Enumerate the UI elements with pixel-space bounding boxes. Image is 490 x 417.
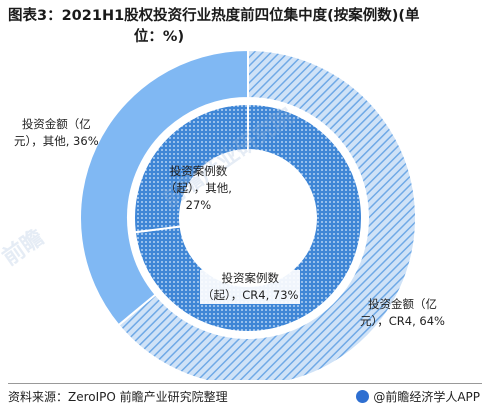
inner-other-label: 投资案例数 （起），其他, 27% <box>165 163 232 214</box>
outer-cr4-label-line1: 投资金额（亿 <box>367 297 437 311</box>
brand-logo-icon <box>356 390 370 403</box>
inner-cr4-label-line2: （起），CR4, 73% <box>202 288 299 302</box>
source-note: 资料来源：ZeroIPO 前瞻产业研究院整理 <box>8 390 228 404</box>
inner-slice-cr4 <box>133 102 363 333</box>
outer-other-label-line1: 投资金额（亿 <box>21 117 91 131</box>
brand-credit: @前瞻经济学人APP <box>356 388 480 405</box>
chart-title-line2: 位：%) <box>133 29 185 45</box>
chart-title: 图表3：2021H1股权投资行业热度前四位集中度(按案例数)(单 位：%) <box>8 6 482 48</box>
outer-other-label: 投资金额（亿 元），其他, 36% <box>14 116 99 150</box>
outer-ring <box>79 48 417 380</box>
outer-slice-other <box>79 48 249 327</box>
nested-donut-chart <box>79 48 417 380</box>
brand-credit-text: @前瞻经济学人APP <box>373 390 480 404</box>
inner-cr4-label: 投资案例数 （起），CR4, 73% <box>200 270 301 304</box>
inner-other-label-line3: 27% <box>185 198 212 212</box>
inner-slice-other <box>133 102 249 234</box>
inner-ring <box>133 102 363 333</box>
chart-title-line1: 图表3：2021H1股权投资行业热度前四位集中度(按案例数)(单 <box>8 8 420 24</box>
inner-cr4-label-line1: 投资案例数 <box>221 271 279 285</box>
inner-other-label-line2: （起），其他, <box>165 181 232 195</box>
outer-cr4-label-line2: 元），CR4, 64% <box>360 314 445 328</box>
outer-cr4-label: 投资金额（亿 元），CR4, 64% <box>360 296 445 330</box>
outer-slice-cr4 <box>117 48 417 380</box>
inner-other-label-line1: 投资案例数 <box>169 164 228 178</box>
outer-other-label-line2: 元），其他, 36% <box>14 134 99 148</box>
footer-divider <box>8 383 482 384</box>
